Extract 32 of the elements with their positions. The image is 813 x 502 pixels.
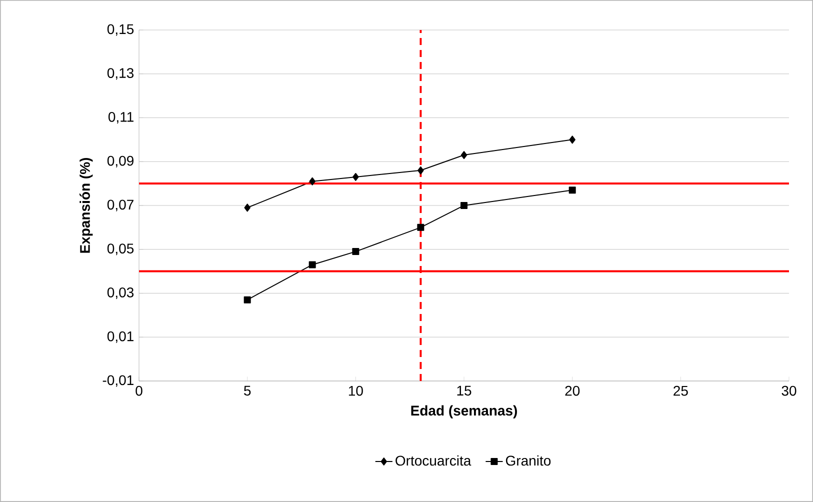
x-tick-label: 0 [136,386,142,396]
y-tick-label: 0,13 [107,68,134,80]
y-tick-label: 0,07 [107,200,134,212]
x-tick-label: 15 [457,386,472,396]
x-tick-label: 25 [674,386,688,396]
point [460,151,468,160]
y-tick-label: -0,01 [102,375,134,387]
point [352,248,360,256]
point [308,261,316,268]
legend-label: Granito [506,455,551,466]
x-tick-label: 30 [782,386,796,396]
point [352,172,359,181]
legend-label: Ortocuarcita [396,455,472,466]
y-tick-label: 0,09 [107,156,134,168]
y-tick-label: 0,05 [107,244,134,256]
x-tick-label: 20 [565,386,580,396]
y-tick-label: 0,03 [107,287,134,300]
point [460,202,468,209]
x-axis-title: Edad (semanas) [411,405,517,418]
point [568,186,576,194]
point [244,204,250,212]
point [309,177,316,186]
x-tick-label: 5 [244,386,251,396]
point [244,296,251,304]
y-tick-label: 0,15 [107,24,134,36]
y-axis-title: Expansión (%) [80,158,93,253]
x-tick-label: 10 [348,386,363,396]
point [417,224,424,231]
point [569,136,576,144]
point [418,166,424,174]
y-tick-label: 0,11 [108,112,134,124]
y-tick-label: 0,01 [107,331,134,343]
